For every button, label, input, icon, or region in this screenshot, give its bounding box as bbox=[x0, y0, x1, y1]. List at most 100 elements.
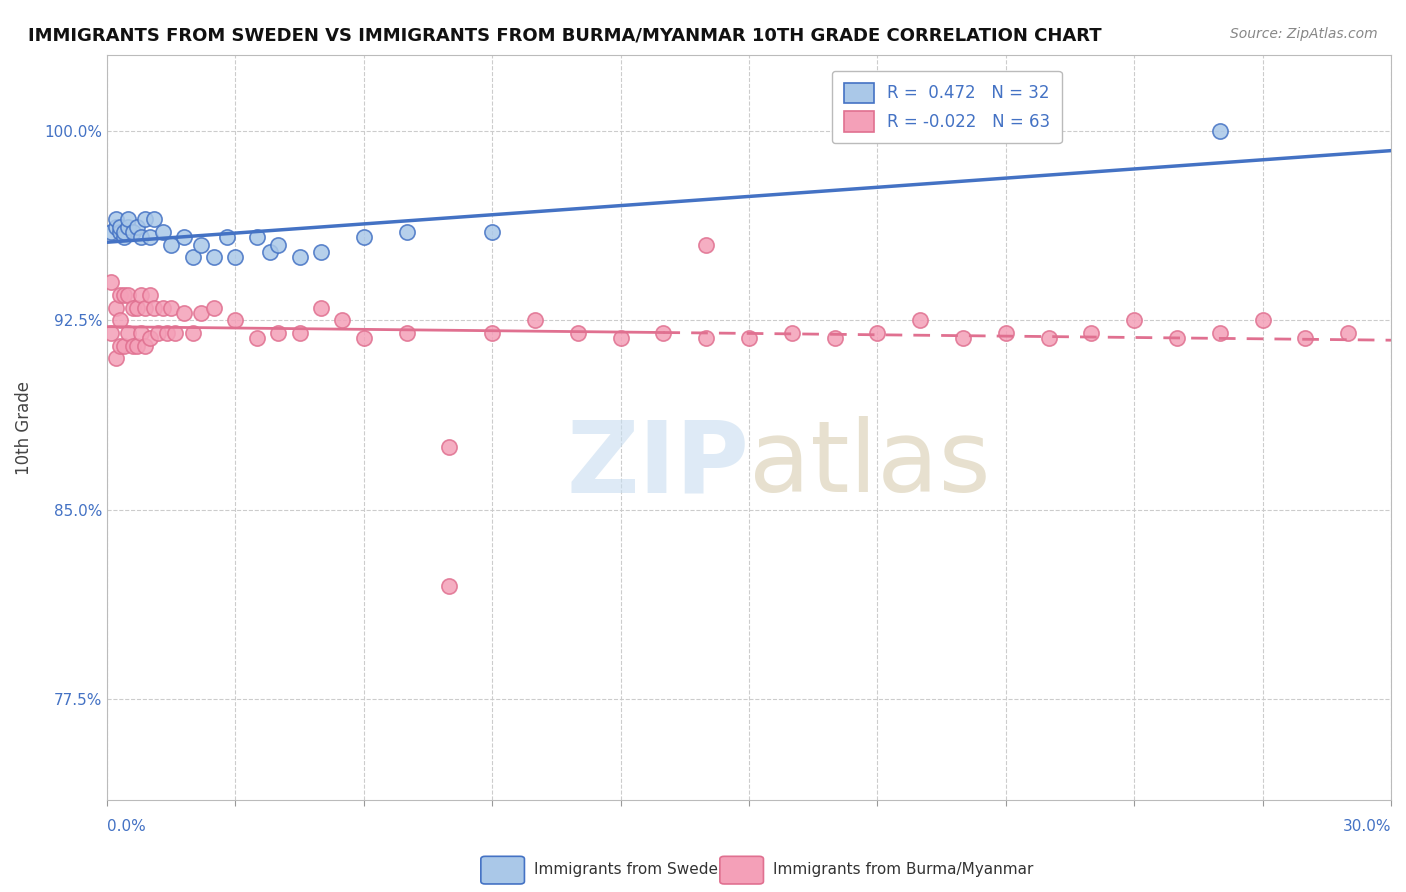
Point bbox=[129, 288, 152, 302]
Point bbox=[100, 276, 122, 290]
Point bbox=[108, 219, 131, 234]
Y-axis label: 10th Grade: 10th Grade bbox=[15, 381, 32, 475]
Point bbox=[112, 230, 135, 244]
Point bbox=[353, 230, 375, 244]
Point bbox=[134, 338, 156, 352]
Text: atlas: atlas bbox=[749, 417, 991, 514]
Point bbox=[994, 326, 1017, 340]
Point bbox=[139, 331, 162, 345]
Point bbox=[908, 313, 931, 327]
Point bbox=[202, 250, 225, 264]
Point bbox=[125, 301, 148, 315]
Point bbox=[181, 250, 204, 264]
Point bbox=[1209, 326, 1232, 340]
Point bbox=[139, 288, 162, 302]
Point bbox=[224, 250, 246, 264]
Point bbox=[104, 351, 127, 366]
Point bbox=[824, 331, 846, 345]
Point bbox=[246, 230, 269, 244]
Point bbox=[332, 313, 354, 327]
Point bbox=[143, 301, 166, 315]
Point bbox=[160, 301, 183, 315]
Point bbox=[481, 225, 503, 239]
Point bbox=[160, 237, 183, 252]
Point bbox=[121, 301, 143, 315]
Point bbox=[125, 338, 148, 352]
Point bbox=[108, 225, 131, 239]
Point bbox=[267, 326, 290, 340]
Point bbox=[1038, 331, 1060, 345]
Text: Source: ZipAtlas.com: Source: ZipAtlas.com bbox=[1230, 27, 1378, 41]
Point bbox=[288, 326, 311, 340]
Point bbox=[121, 225, 143, 239]
Point bbox=[129, 326, 152, 340]
Point bbox=[1123, 313, 1146, 327]
Point bbox=[108, 338, 131, 352]
Point bbox=[224, 313, 246, 327]
Text: ZIP: ZIP bbox=[567, 417, 749, 514]
Point bbox=[288, 250, 311, 264]
Point bbox=[952, 331, 974, 345]
Point bbox=[1080, 326, 1102, 340]
Point bbox=[104, 212, 127, 227]
Point bbox=[1337, 326, 1360, 340]
Point bbox=[139, 230, 162, 244]
Point bbox=[481, 326, 503, 340]
Point bbox=[108, 313, 131, 327]
Point bbox=[165, 326, 187, 340]
Point bbox=[117, 219, 139, 234]
Point bbox=[695, 237, 717, 252]
Point bbox=[173, 230, 195, 244]
Point bbox=[215, 230, 238, 244]
Point bbox=[134, 301, 156, 315]
Point bbox=[1294, 331, 1316, 345]
Point bbox=[117, 326, 139, 340]
Point bbox=[523, 313, 546, 327]
Point bbox=[117, 288, 139, 302]
Point bbox=[439, 440, 461, 454]
Point bbox=[780, 326, 803, 340]
Text: 0.0%: 0.0% bbox=[107, 819, 146, 834]
Point bbox=[112, 338, 135, 352]
Text: 30.0%: 30.0% bbox=[1343, 819, 1391, 834]
Point bbox=[866, 326, 889, 340]
Point bbox=[152, 301, 174, 315]
Point bbox=[259, 245, 281, 260]
Point bbox=[100, 326, 122, 340]
Text: IMMIGRANTS FROM SWEDEN VS IMMIGRANTS FROM BURMA/MYANMAR 10TH GRADE CORRELATION C: IMMIGRANTS FROM SWEDEN VS IMMIGRANTS FRO… bbox=[28, 27, 1102, 45]
Point bbox=[652, 326, 675, 340]
Point bbox=[125, 219, 148, 234]
Point bbox=[112, 288, 135, 302]
Point bbox=[267, 237, 290, 252]
Point bbox=[100, 225, 122, 239]
Point bbox=[143, 212, 166, 227]
Point bbox=[439, 578, 461, 592]
Legend: R =  0.472   N = 32, R = -0.022   N = 63: R = 0.472 N = 32, R = -0.022 N = 63 bbox=[832, 71, 1062, 144]
Point bbox=[129, 230, 152, 244]
Point bbox=[156, 326, 179, 340]
Point bbox=[104, 219, 127, 234]
Point bbox=[112, 225, 135, 239]
Point bbox=[353, 331, 375, 345]
Point bbox=[152, 225, 174, 239]
Point bbox=[695, 331, 717, 345]
Point bbox=[121, 338, 143, 352]
Point bbox=[395, 326, 418, 340]
Point bbox=[134, 212, 156, 227]
Point bbox=[309, 245, 332, 260]
Point bbox=[395, 225, 418, 239]
Point bbox=[104, 301, 127, 315]
Point bbox=[148, 326, 170, 340]
Point bbox=[173, 306, 195, 320]
Point bbox=[190, 237, 212, 252]
Text: Immigrants from Burma/Myanmar: Immigrants from Burma/Myanmar bbox=[773, 863, 1033, 877]
Point bbox=[1251, 313, 1274, 327]
Point bbox=[181, 326, 204, 340]
Point bbox=[190, 306, 212, 320]
Point bbox=[108, 288, 131, 302]
Text: Immigrants from Sweden: Immigrants from Sweden bbox=[534, 863, 728, 877]
Point bbox=[246, 331, 269, 345]
Point bbox=[202, 301, 225, 315]
Point bbox=[309, 301, 332, 315]
Point bbox=[1209, 124, 1232, 138]
